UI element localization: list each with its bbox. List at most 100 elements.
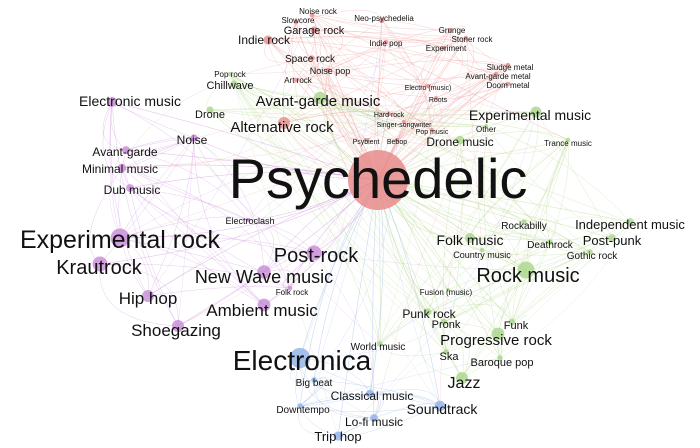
edge: [319, 97, 525, 223]
edge: [396, 139, 569, 154]
edge: [379, 221, 525, 345]
node-chillwave: [230, 80, 238, 88]
label-rockabilly: Rockabilly: [501, 221, 547, 232]
edge: [379, 289, 449, 345]
label-drone-music: Drone music: [426, 135, 493, 149]
node-post-punk: [608, 234, 616, 242]
edge: [421, 29, 451, 87]
edge: [193, 137, 265, 306]
edge: [295, 41, 387, 81]
node-dub-music: [126, 184, 134, 192]
edge: [121, 57, 313, 169]
edge: [233, 83, 381, 345]
label-sludge-metal: Sludge metal: [487, 63, 534, 72]
label-post-rock: Post-rock: [274, 245, 359, 267]
edge: [295, 21, 390, 115]
edge: [229, 73, 447, 353]
edge: [313, 29, 332, 71]
edge: [233, 83, 339, 437]
node-psychedelic: [348, 150, 408, 210]
edge: [233, 83, 463, 379]
edge: [337, 111, 537, 437]
edge: [193, 137, 315, 254]
edge: [299, 321, 445, 359]
edge: [311, 14, 429, 87]
label-folk-music: Folk music: [437, 232, 504, 248]
node-classical-music: [365, 389, 375, 399]
edge: [311, 14, 569, 141]
edge: [99, 179, 379, 265]
node-progressive-rock: [491, 327, 505, 341]
edge: [291, 21, 297, 81]
node-doom-metal: [505, 81, 511, 87]
label-electro-music: Electro (music): [405, 85, 452, 92]
edge: [511, 139, 569, 323]
edge: [287, 21, 313, 59]
node-indie-rock: [263, 35, 273, 45]
node-hip-hop: [142, 290, 154, 302]
edge: [233, 83, 537, 113]
edge: [396, 37, 467, 141]
label-jazz: Jazz: [448, 375, 481, 392]
node-neo-psychedelia: [379, 17, 385, 23]
edge: [442, 139, 461, 353]
node-fusion-music: [446, 288, 450, 292]
edge: [311, 57, 405, 123]
label-hip-hop: Hip hop: [119, 289, 178, 308]
edge: [299, 357, 371, 395]
node-roots: [434, 96, 438, 100]
node-trip-hop: [333, 431, 343, 441]
edge: [283, 110, 405, 124]
edge: [299, 357, 441, 407]
node-space-rock: [309, 55, 315, 61]
edge: [111, 101, 195, 139]
label-hard-rock: Hard rock: [374, 112, 405, 119]
edge: [459, 131, 569, 141]
edge: [299, 19, 383, 359]
node-punk-rock: [424, 308, 432, 316]
node-noise-pop: [325, 67, 331, 73]
label-other: Other: [476, 125, 496, 134]
edge: [247, 97, 437, 221]
label-dub-music: Dub music: [104, 183, 161, 197]
label-slowcore: Slowcore: [282, 16, 315, 25]
node-indie-pop: [383, 39, 389, 45]
label-neo-psychedelia: Neo-psychedelia: [354, 14, 414, 23]
node-pronk: [440, 318, 448, 326]
edge: [372, 179, 379, 419]
edge: [379, 139, 569, 345]
edge: [311, 14, 451, 31]
label-experimental-music: Experimental music: [469, 107, 591, 123]
edge: [381, 19, 429, 87]
label-chillwave: Chillwave: [206, 80, 253, 92]
edge: [443, 241, 551, 323]
edge: [327, 29, 451, 71]
label-indie-rock: Indie rock: [238, 33, 291, 47]
label-electronic-music: Electronic music: [79, 93, 181, 109]
edge: [396, 73, 497, 141]
edge: [129, 187, 291, 289]
edge: [110, 101, 127, 151]
edge: [177, 137, 195, 327]
edge: [443, 25, 466, 49]
node-alternative-rock: [278, 117, 290, 129]
edge: [299, 357, 501, 407]
edge: [313, 113, 390, 381]
node-ambient-music: [257, 298, 271, 312]
node-rock-music: [517, 261, 535, 279]
edge: [481, 249, 591, 256]
edge: [427, 139, 569, 313]
node-art-rock: [293, 77, 299, 83]
node-rockabilly: [521, 219, 527, 225]
edge: [439, 64, 509, 407]
node-krautrock: [92, 256, 108, 272]
node-gothic-rock: [587, 249, 593, 255]
label-progressive-rock: Progressive rock: [440, 332, 552, 349]
edge: [511, 237, 613, 323]
edge: [121, 167, 291, 289]
edge: [295, 79, 461, 141]
edge: [319, 97, 591, 253]
edge: [443, 237, 613, 323]
edge: [511, 251, 591, 323]
edge: [327, 69, 398, 141]
